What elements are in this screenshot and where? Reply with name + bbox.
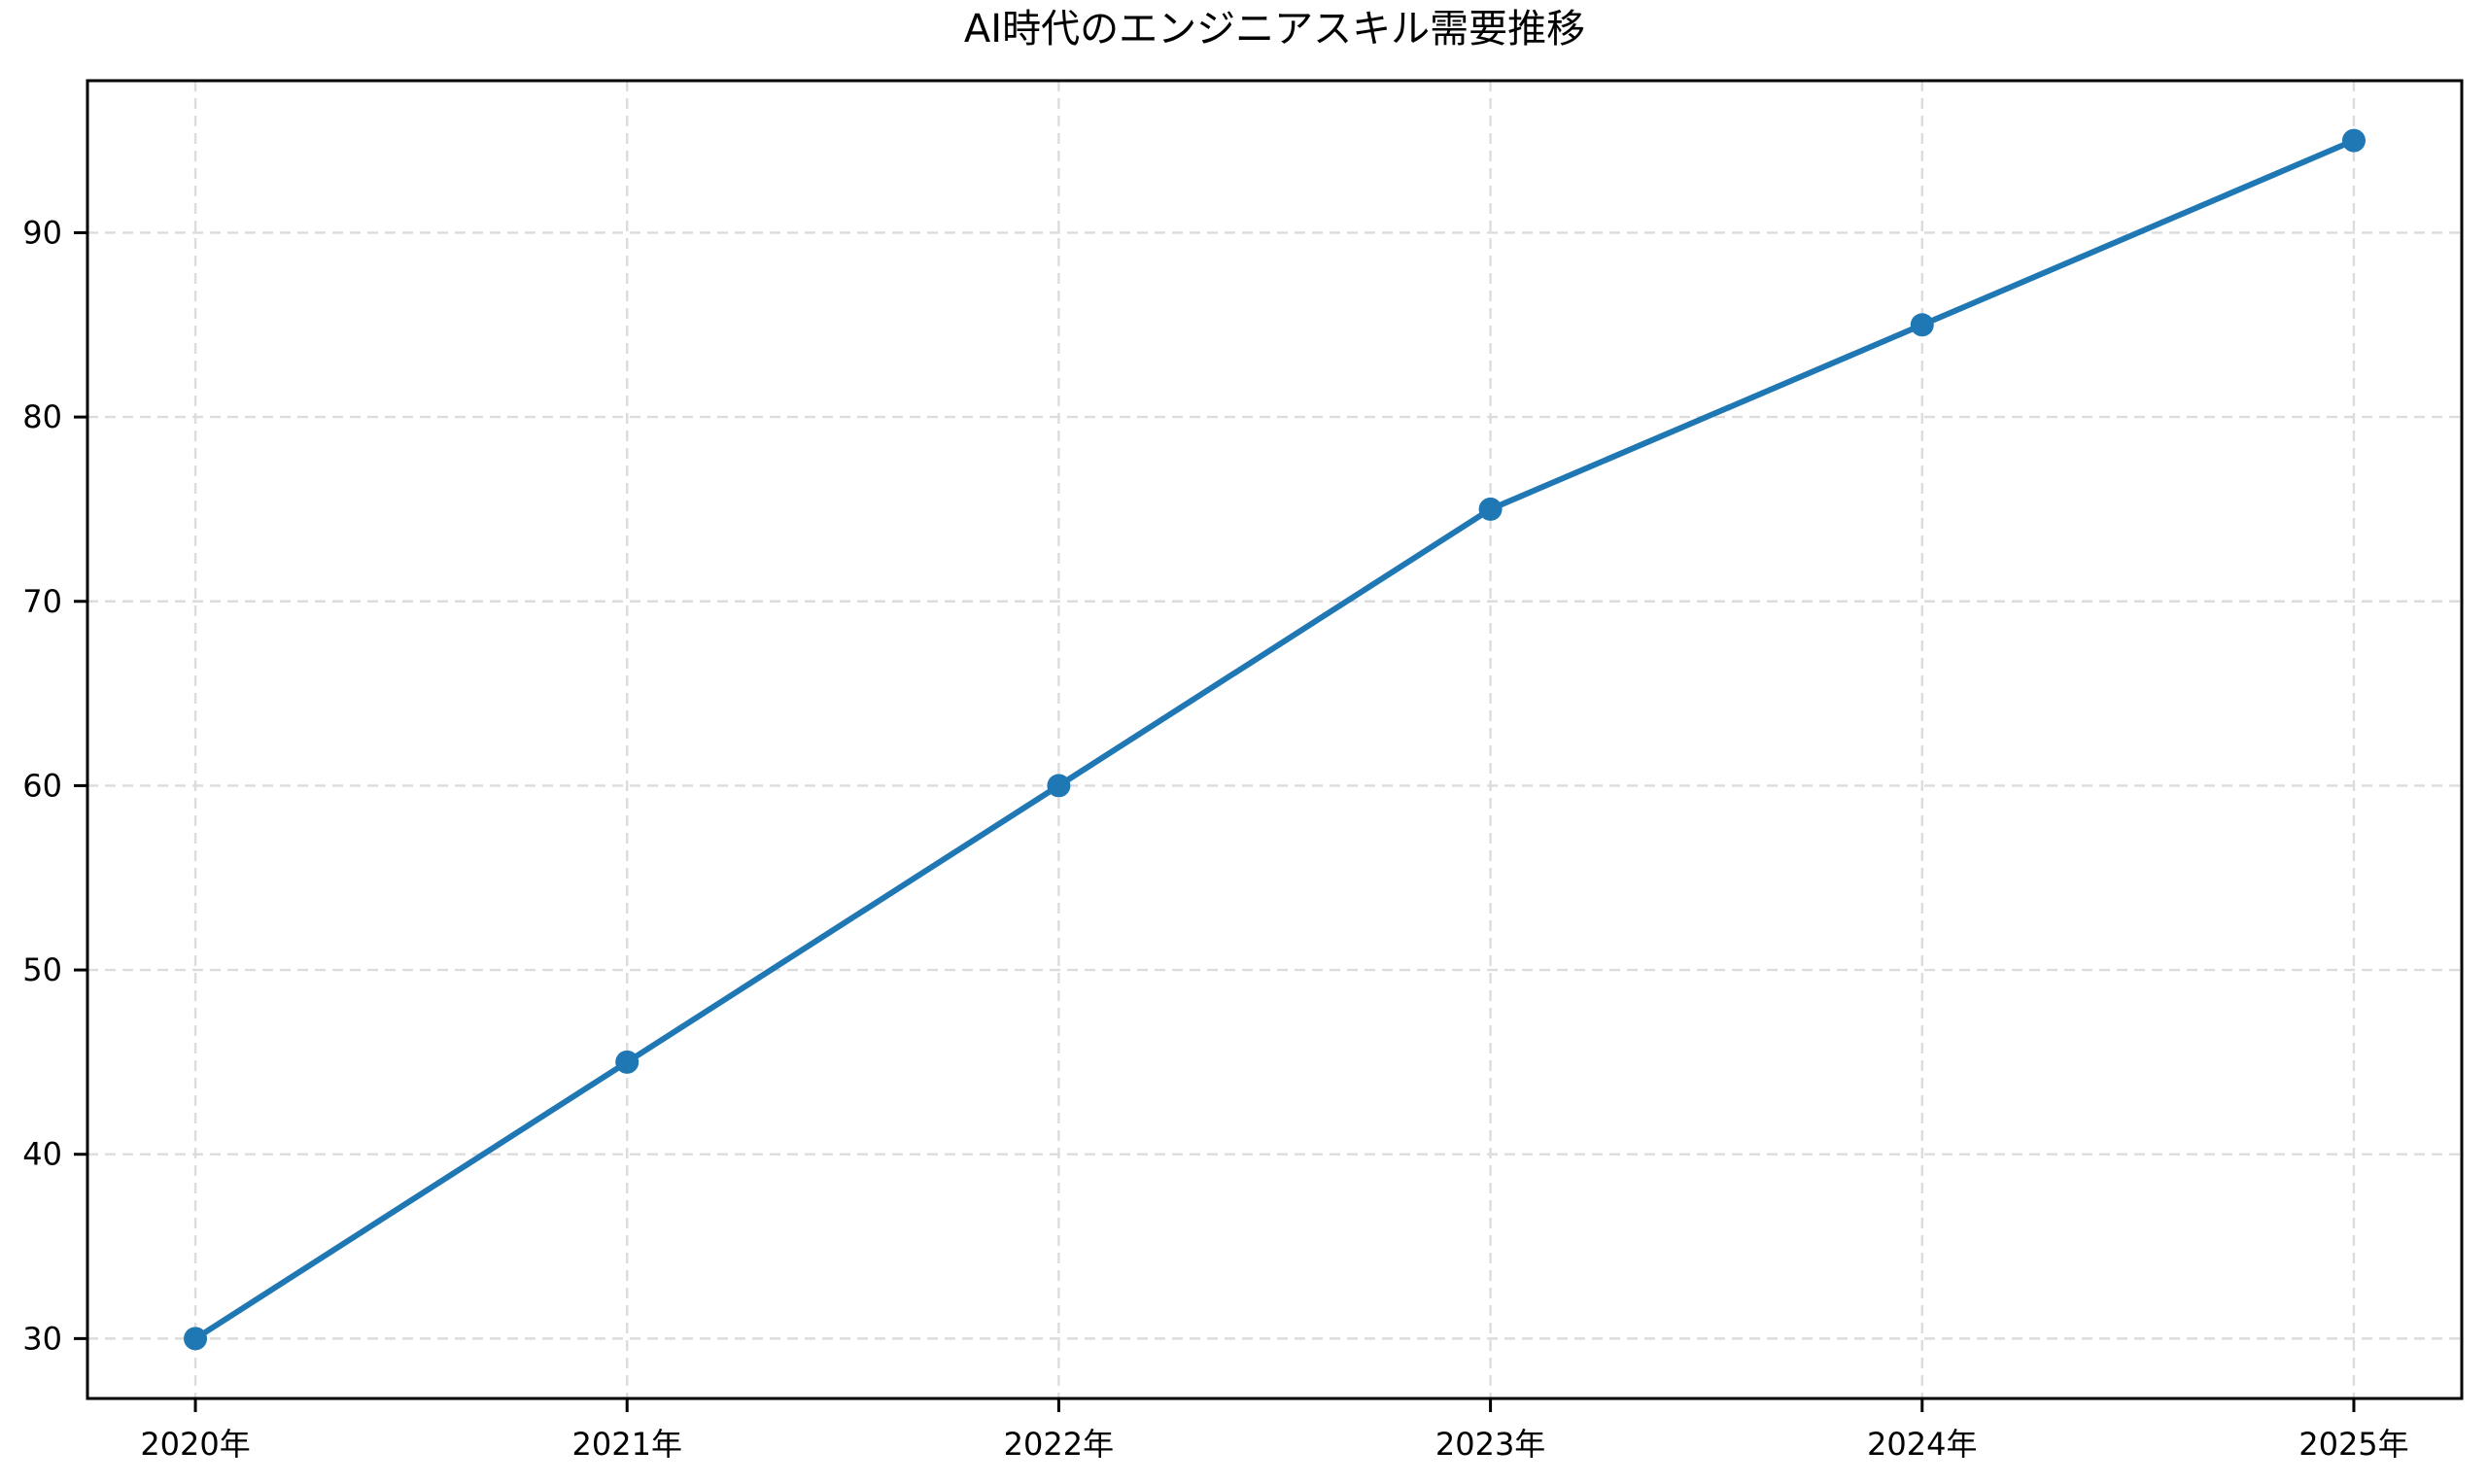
y-tick-label: 40 — [22, 1136, 62, 1173]
data-point — [1910, 313, 1934, 337]
x-tick-label: 2022年 — [1004, 1426, 1114, 1463]
axes-spines — [86, 79, 2464, 1400]
x-tick-label: 2025年 — [2298, 1426, 2408, 1463]
y-tick-label: 50 — [22, 951, 62, 988]
x-tick-label: 2020年 — [140, 1426, 250, 1463]
y-tick-label: 80 — [22, 398, 62, 435]
x-tick-label: 2024年 — [1867, 1426, 1977, 1463]
series-line — [192, 137, 2357, 1342]
chart-title: AI時代のエンジニアスキル需要推移 — [963, 7, 1586, 52]
data-point — [615, 1050, 639, 1074]
data-point — [1047, 774, 1071, 798]
data-point — [184, 1327, 208, 1351]
y-tick-label: 30 — [22, 1320, 62, 1357]
y-tick-label: 60 — [22, 767, 62, 804]
x-tick-label: 2023年 — [1435, 1426, 1545, 1463]
y-tick-label: 70 — [22, 583, 62, 620]
x-tick-label: 2021年 — [572, 1426, 682, 1463]
data-point — [1478, 497, 1503, 521]
y-tick-label: 90 — [22, 214, 62, 251]
data-point — [2341, 128, 2366, 153]
